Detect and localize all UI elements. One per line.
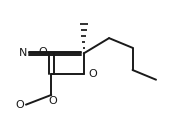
Text: O: O bbox=[88, 69, 97, 79]
Text: O: O bbox=[38, 47, 47, 57]
Text: N: N bbox=[19, 48, 27, 58]
Text: O: O bbox=[15, 100, 24, 110]
Text: O: O bbox=[49, 96, 58, 106]
